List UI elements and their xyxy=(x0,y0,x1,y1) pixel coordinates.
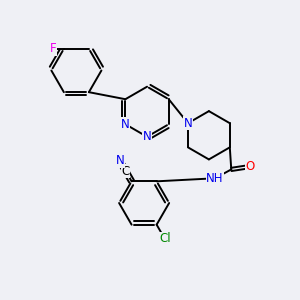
Text: N: N xyxy=(116,154,124,167)
Text: Cl: Cl xyxy=(159,232,170,245)
Text: N: N xyxy=(143,130,152,143)
Text: N: N xyxy=(121,118,130,131)
Text: F: F xyxy=(50,42,57,55)
Text: N: N xyxy=(184,117,192,130)
Text: NH: NH xyxy=(206,172,224,185)
Text: O: O xyxy=(246,160,255,173)
Text: C: C xyxy=(122,165,130,178)
